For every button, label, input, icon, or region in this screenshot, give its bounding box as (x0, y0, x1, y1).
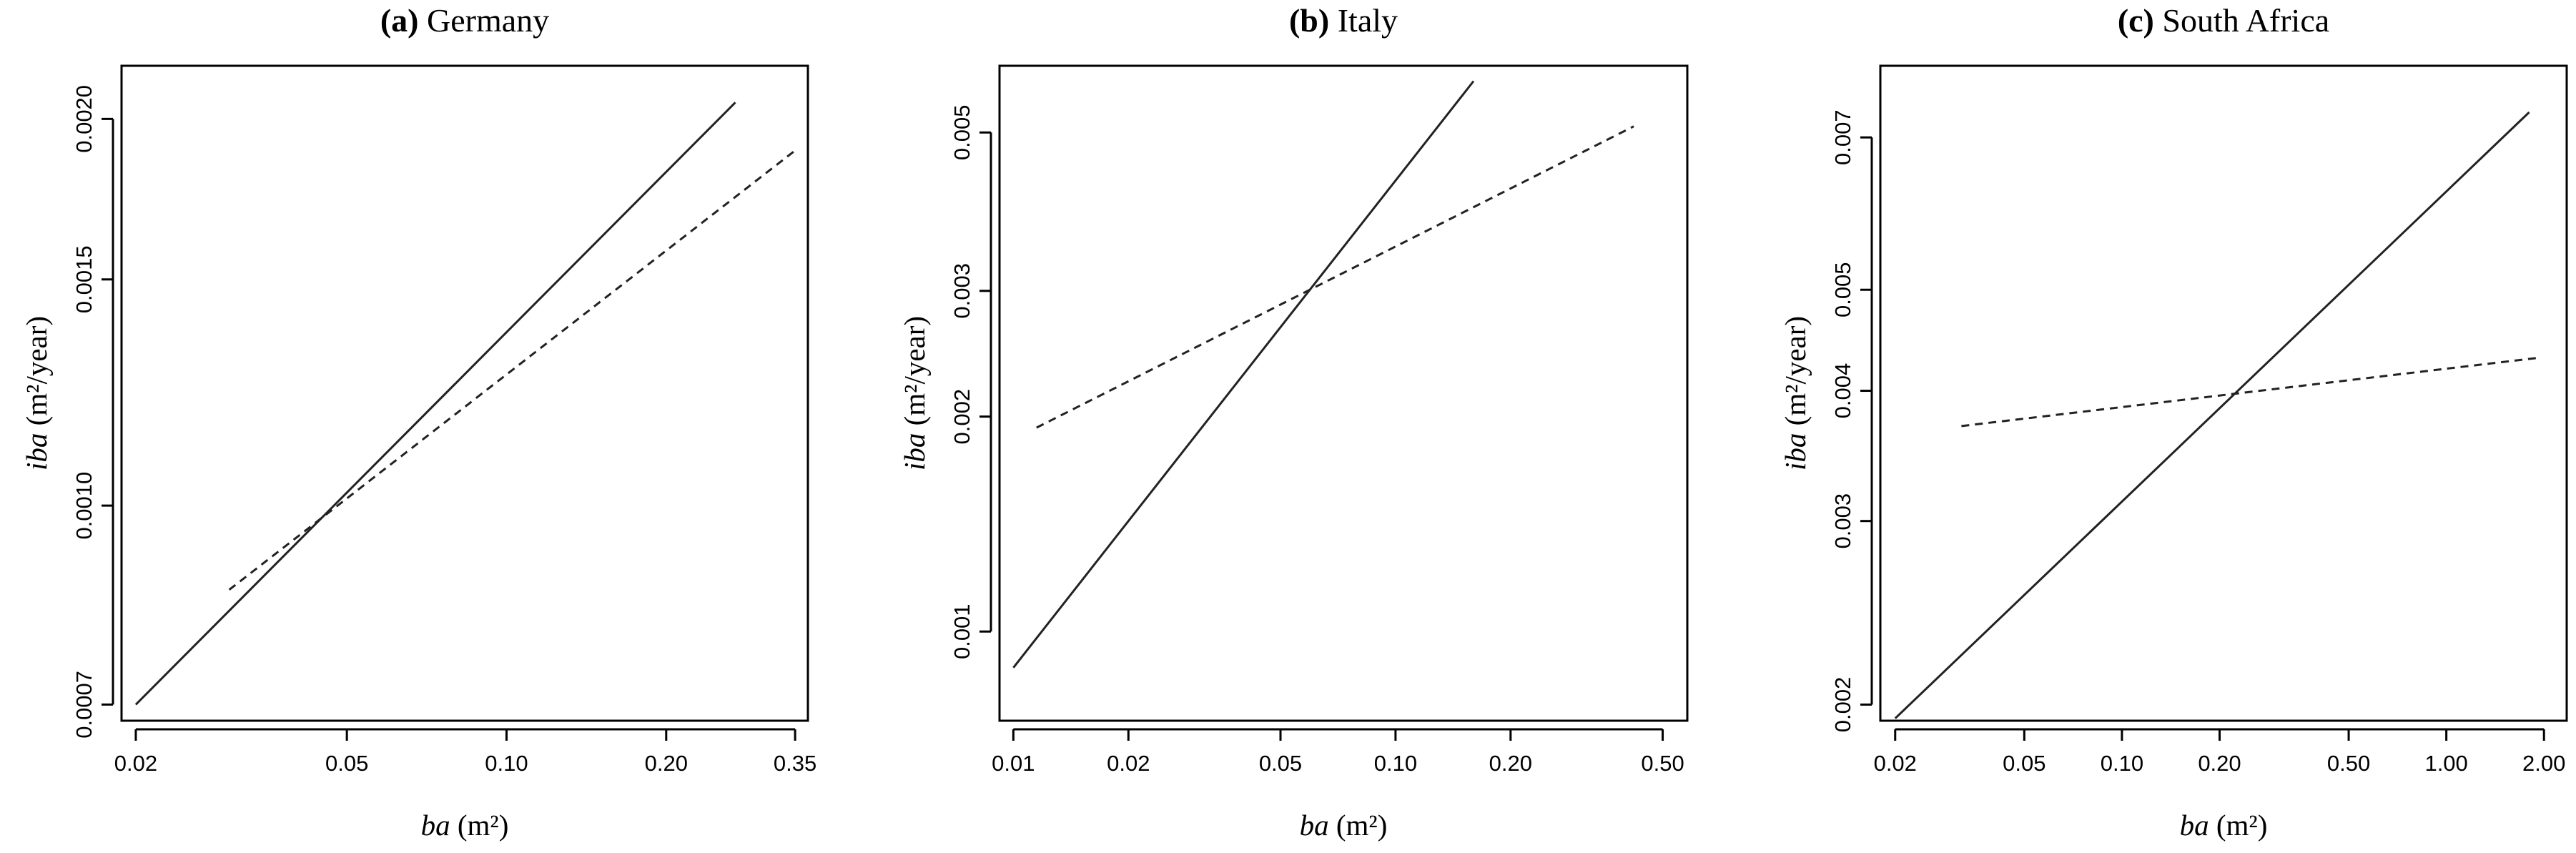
x-axis: 0.01 0.02 0.05 0.10 0.20 0.50 (992, 728, 1684, 776)
x-tick-label: 0.20 (2198, 751, 2241, 776)
x-tick-label: 0.05 (2003, 751, 2045, 776)
panel-title-text: South Africa (2162, 2, 2329, 39)
x-tick-label: 0.20 (1489, 751, 1532, 776)
x-tick-label: 0.20 (645, 751, 688, 776)
series-group (1012, 80, 1634, 669)
x-axis-label: ba (m²) (2180, 809, 2268, 842)
y-axis-label-var: iba (898, 433, 931, 470)
series-line-dashed (1036, 125, 1634, 429)
y-axis-label-var: iba (20, 433, 53, 470)
y-axis-label-unit: (m²/year) (1779, 316, 1812, 425)
series-line-dashed (228, 149, 796, 591)
x-tick-label: 1.00 (2424, 751, 2467, 776)
x-axis-label-unit: (m²) (458, 809, 509, 842)
panel-title-text: Germany (427, 2, 549, 39)
panel-title-text: Italy (1338, 2, 1398, 39)
panel-title: (b) Italy (1289, 2, 1398, 39)
y-axis-label: iba (m²/year) (1779, 316, 1812, 470)
y-tick-label: 0.0015 (71, 245, 97, 313)
series-line-solid (134, 102, 736, 706)
y-axis: 0.002 0.003 0.004 0.005 0.007 (1830, 109, 1873, 733)
y-axis: 0.001 0.002 0.003 0.005 (949, 104, 992, 659)
y-axis-label-var: iba (1779, 433, 1812, 470)
x-axis-label-var: ba (2180, 809, 2209, 842)
x-axis-label-var: ba (421, 809, 450, 842)
y-axis-label-unit: (m²/year) (898, 316, 931, 425)
x-tick-label: 0.02 (114, 751, 157, 776)
y-tick-label: 0.002 (1830, 677, 1855, 733)
y-tick-label: 0.003 (1830, 493, 1855, 549)
chart-panel-germany: (a) Germany 0.02 0.05 0.10 0.20 0.35 0.00070… (20, 2, 816, 842)
y-tick-label: 0.0020 (71, 85, 97, 153)
x-axis-label-unit: (m²) (2216, 809, 2268, 842)
x-axis-label: ba (m²) (1300, 809, 1388, 842)
y-tick-label: 0.005 (949, 104, 974, 160)
x-tick-label: 0.02 (1107, 751, 1150, 776)
y-tick-label: 0.004 (1830, 363, 1855, 419)
x-tick-label: 0.02 (1874, 751, 1917, 776)
panel-title-letter: (a) (380, 2, 419, 39)
panel-title-letter: (c) (2118, 2, 2154, 39)
panel-title: (c) South Africa (2118, 2, 2329, 39)
y-tick-label: 0.002 (949, 389, 974, 445)
x-tick-label: 0.10 (2101, 751, 2143, 776)
x-tick-label: 0.50 (1641, 751, 1684, 776)
y-tick-label: 0.007 (1830, 109, 1855, 165)
x-tick-label: 0.05 (1259, 751, 1302, 776)
series-group (134, 102, 796, 706)
x-tick-label: 0.05 (325, 751, 368, 776)
y-axis: 0.0007 0.0010 0.0015 0.0020 (71, 85, 114, 739)
chart-panel-italy: (b) Italy 0.01 0.02 0.05 0.10 0.20 0.50 0.001… (898, 2, 1689, 842)
y-axis-label-unit: (m²/year) (20, 316, 53, 425)
x-tick-label: 0.01 (992, 751, 1035, 776)
x-axis-label-unit: (m²) (1336, 809, 1388, 842)
x-tick-label: 0.10 (1374, 751, 1417, 776)
plot-frame (120, 64, 809, 722)
y-axis-label: iba (m²/year) (898, 316, 931, 470)
x-tick-label: 0.35 (774, 751, 816, 776)
y-axis-label: iba (m²/year) (20, 316, 53, 470)
plot-frame (998, 64, 1689, 722)
y-tick-label: 0.0007 (71, 671, 97, 739)
panel-title-letter: (b) (1289, 2, 1329, 39)
y-tick-label: 0.003 (949, 263, 974, 319)
series-line-dashed (1961, 357, 2537, 428)
chart-panel-south-africa: (c) South Africa 0.02 0.05 0.10 0.20 0.50 1.0… (1779, 2, 2568, 842)
x-axis-label: ba (m²) (421, 809, 509, 842)
panel-title: (a) Germany (380, 2, 549, 39)
series-line-solid (1012, 80, 1475, 669)
x-axis-label-var: ba (1300, 809, 1329, 842)
x-axis: 0.02 0.05 0.10 0.20 0.35 (114, 728, 816, 776)
x-tick-label: 2.00 (2522, 751, 2565, 776)
series-group (1894, 111, 2537, 719)
y-tick-label: 0.001 (949, 603, 974, 659)
x-tick-label: 0.10 (485, 751, 528, 776)
series-line-solid (1894, 111, 2530, 719)
x-tick-label: 0.50 (2327, 751, 2370, 776)
y-tick-label: 0.005 (1830, 262, 1855, 317)
x-axis: 0.02 0.05 0.10 0.20 0.50 1.00 2.00 (1874, 728, 2565, 776)
plot-frame (1879, 64, 2568, 722)
y-tick-label: 0.0010 (71, 472, 97, 540)
